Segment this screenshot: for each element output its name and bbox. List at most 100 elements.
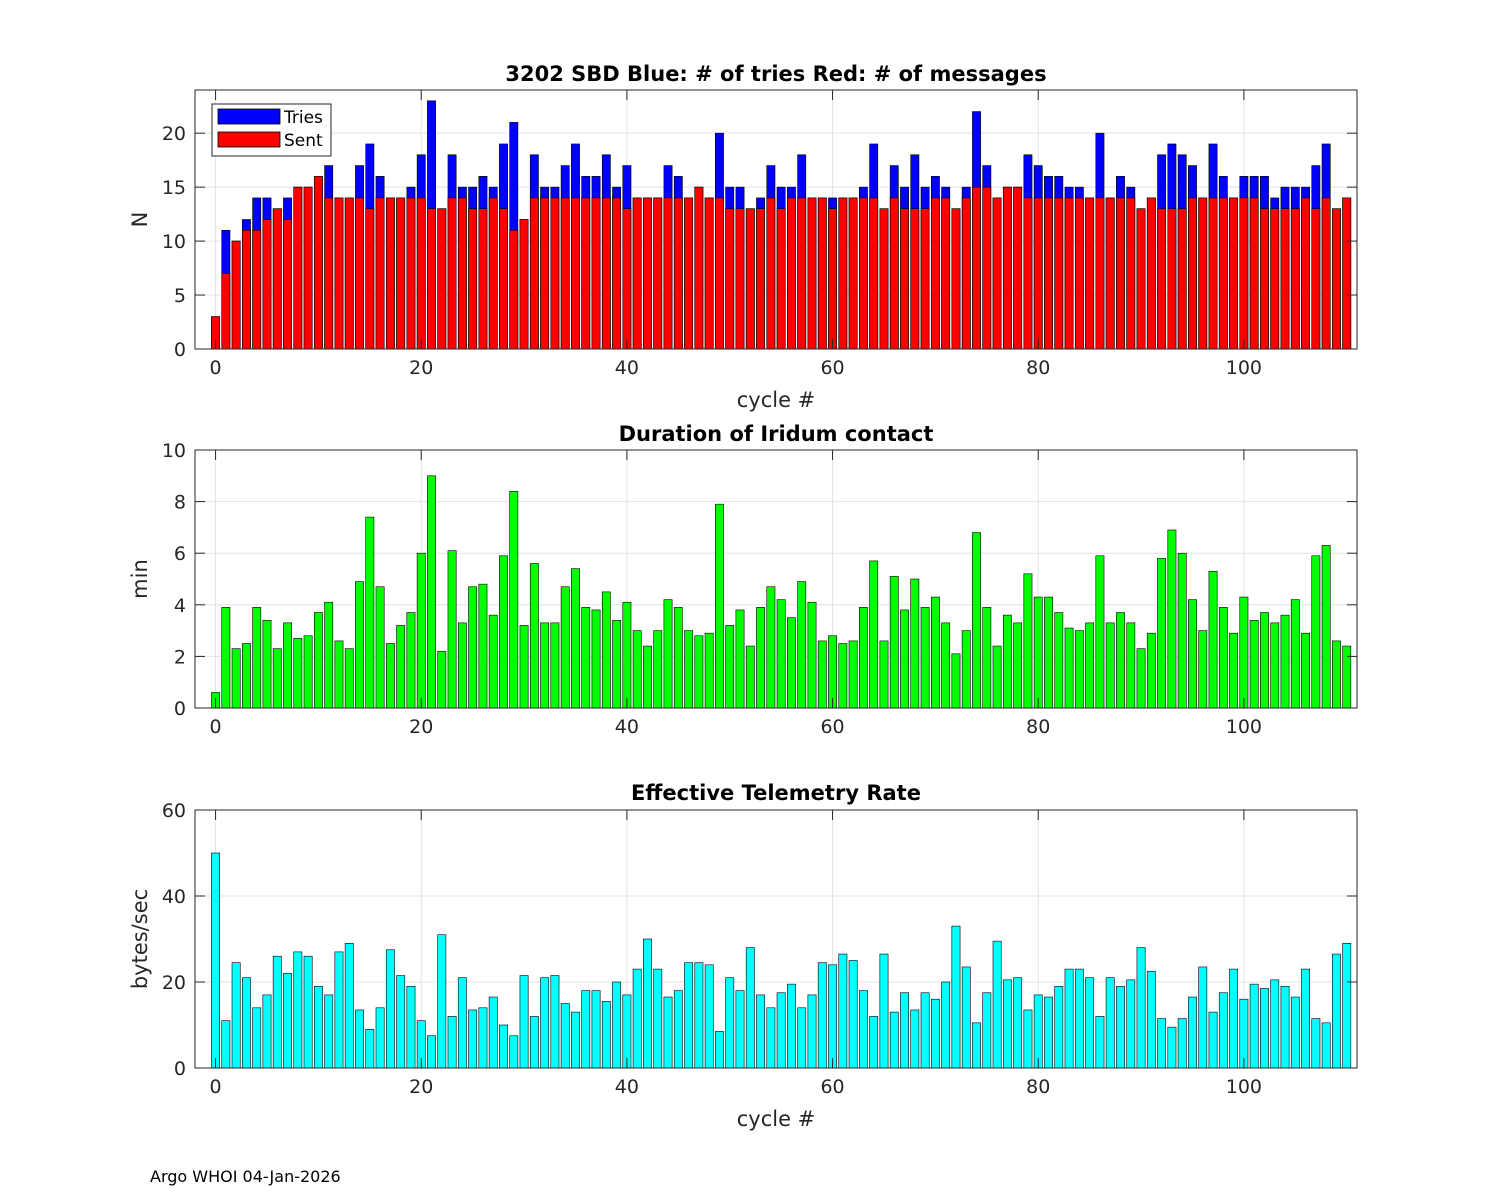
x-tick-label: 60 (820, 1076, 844, 1098)
bar-sent (715, 197, 724, 350)
bar-duration (334, 640, 344, 709)
x-tick-label: 20 (409, 1076, 433, 1098)
bar-sent (560, 197, 570, 350)
x-tick-label: 0 (210, 357, 222, 379)
bar-rate (344, 942, 354, 1069)
bar-duration (1146, 632, 1156, 709)
bar-rate (1157, 1018, 1167, 1069)
bar-sent (1064, 197, 1074, 350)
bar-duration (406, 612, 416, 709)
bar-rate (941, 981, 951, 1069)
bar-rate (1105, 977, 1115, 1069)
bar-rate (601, 1001, 611, 1069)
bar-rate (930, 998, 940, 1069)
bar-sent (982, 186, 992, 350)
legend-label-tries: Tries (283, 108, 323, 128)
bar-duration (591, 609, 601, 709)
bar-rate (529, 1016, 539, 1069)
bar-rate (715, 1031, 724, 1069)
chart-title: Duration of Iridum contact (619, 422, 934, 446)
bar-sent (869, 197, 879, 350)
bar-duration (540, 622, 550, 709)
bar-rate (272, 955, 282, 1069)
bar-rate (1188, 996, 1197, 1069)
bar-rate (231, 962, 241, 1069)
bar-duration (684, 630, 694, 709)
bar-sent (324, 197, 334, 350)
bar-rate (673, 990, 683, 1069)
bar-rate (838, 953, 848, 1069)
bar-duration (1239, 596, 1249, 709)
bar-duration (961, 630, 971, 709)
bar-duration (519, 625, 529, 709)
bar-duration (663, 599, 673, 709)
bar-sent (283, 219, 292, 350)
bar-sent (303, 186, 313, 350)
bar-sent (900, 208, 909, 350)
bar-sent (1136, 208, 1146, 350)
bar-rate (1054, 985, 1064, 1069)
bar-sent (509, 229, 519, 350)
bar-duration (262, 619, 272, 709)
bar-duration (653, 630, 663, 709)
bar-rate (1208, 1011, 1218, 1069)
bar-duration (488, 614, 498, 709)
x-axis-label: cycle # (737, 388, 816, 412)
bar-rate (1013, 977, 1023, 1069)
x-tick-label: 80 (1026, 357, 1050, 379)
footer-text: Argo WHOI 04-Jan-2026 (150, 1167, 341, 1186)
bar-rate (1270, 979, 1280, 1069)
bar-sent (601, 197, 611, 350)
bar-rate (242, 977, 251, 1069)
bar-sent (1095, 197, 1105, 350)
bar-sent (1311, 208, 1321, 350)
bar-duration (776, 599, 786, 709)
bar-rate (1229, 968, 1239, 1069)
bar-duration (632, 630, 642, 709)
bar-rate (663, 996, 673, 1069)
bar-sent (745, 208, 755, 350)
bar-rate (622, 994, 632, 1069)
bar-rate (1002, 979, 1012, 1069)
bar-sent (1342, 197, 1352, 350)
bar-rate (447, 1016, 457, 1069)
bar-rate (1116, 985, 1125, 1069)
bar-sent (437, 208, 447, 350)
bar-sent (756, 208, 765, 350)
bar-sent (1013, 186, 1023, 350)
bar-rate (1321, 1022, 1331, 1069)
bar-sent (416, 197, 426, 350)
bar-rate (211, 852, 220, 1069)
bar-sent (704, 197, 714, 350)
bar-rate (262, 994, 272, 1069)
bar-rate (1342, 942, 1352, 1069)
x-tick-label: 80 (1026, 716, 1050, 738)
bar-duration (694, 635, 704, 709)
bar-rate (704, 964, 714, 1069)
bar-rate (889, 1011, 899, 1069)
bar-rate (437, 934, 447, 1069)
bar-duration (787, 617, 796, 709)
x-tick-label: 80 (1026, 1076, 1050, 1098)
y-tick-label: 2 (174, 646, 186, 668)
bar-rate (1146, 970, 1156, 1069)
y-tick-label: 15 (162, 177, 186, 199)
bar-rate (324, 994, 334, 1069)
bar-sent (385, 197, 395, 350)
bar-duration (1342, 645, 1352, 709)
bar-sent (252, 229, 262, 350)
x-tick-label: 60 (820, 716, 844, 738)
legend-label-sent: Sent (284, 131, 323, 151)
bar-sent (499, 208, 508, 350)
y-tick-label: 60 (162, 800, 186, 822)
bar-sent (488, 197, 498, 350)
bar-rate (992, 940, 1002, 1069)
bar-rate (571, 1011, 580, 1069)
bar-sent (838, 197, 848, 350)
y-tick-label: 0 (174, 339, 186, 361)
y-axis-label: min (128, 559, 152, 599)
bar-rate (900, 992, 909, 1069)
bar-rate (817, 962, 827, 1069)
bar-sent (1260, 208, 1269, 350)
bar-sent (427, 208, 436, 350)
